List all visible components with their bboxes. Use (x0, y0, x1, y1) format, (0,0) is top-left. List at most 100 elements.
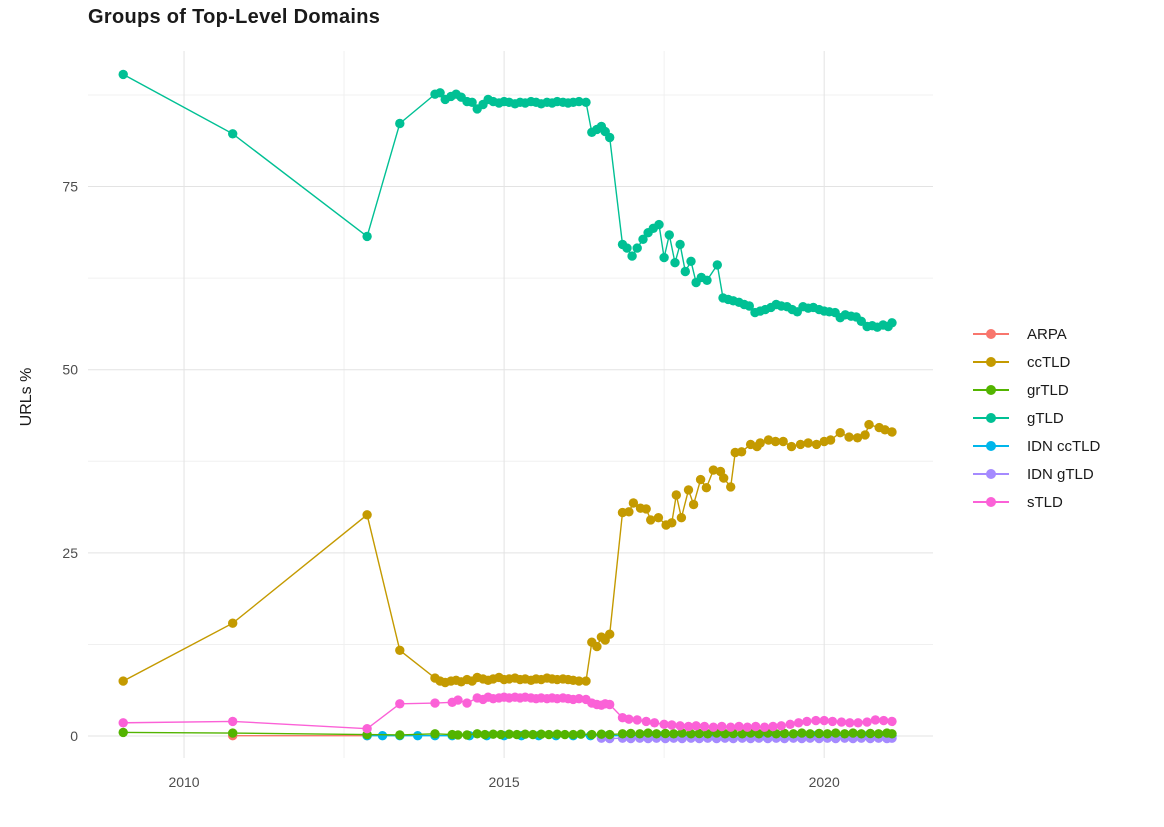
data-point (720, 729, 730, 739)
data-point (726, 482, 736, 492)
data-point (581, 676, 591, 686)
data-point (118, 676, 128, 686)
data-point (836, 717, 847, 727)
data-point (873, 729, 884, 739)
data-point (845, 718, 855, 728)
data-point (677, 728, 687, 738)
data-point (617, 729, 628, 739)
data-point (795, 439, 806, 450)
data-point (651, 729, 662, 739)
legend: ARPA ccTLD grTLD gTLD IDN ccTLD IDN gTLD sTLD (972, 320, 1100, 516)
data-point (430, 698, 440, 708)
data-point (638, 234, 648, 244)
data-point (708, 465, 719, 475)
legend-item-stld: sTLD (972, 488, 1100, 516)
data-point (632, 243, 642, 253)
data-point (228, 716, 238, 727)
legend-item-idn-gtld: IDN gTLD (972, 460, 1100, 488)
data-point (504, 729, 514, 739)
data-point (560, 729, 570, 740)
data-point (512, 729, 522, 740)
data-point (865, 728, 875, 739)
data-point (520, 729, 530, 739)
data-point (776, 721, 786, 731)
data-point (848, 728, 858, 738)
data-point (467, 97, 477, 108)
data-point (805, 729, 815, 739)
data-point (712, 260, 722, 270)
data-point (592, 641, 602, 652)
x-tick-label: 2010 (168, 774, 199, 790)
legend-key-icon (973, 329, 1009, 339)
legend-key-icon (973, 357, 1009, 367)
data-point (624, 507, 634, 517)
data-point (627, 251, 637, 261)
y-tick-label: 50 (62, 362, 78, 378)
legend-label: gTLD (1027, 409, 1064, 427)
legend-key-icon (973, 413, 1009, 423)
data-point (852, 433, 863, 443)
legend-key-point (986, 469, 996, 479)
data-point (726, 722, 736, 732)
legend-key-icon (973, 385, 1009, 395)
legend-key-icon (973, 497, 1009, 507)
data-point (785, 719, 795, 729)
data-point (377, 731, 388, 741)
data-point (759, 722, 770, 732)
data-point (694, 728, 704, 739)
data-point (793, 718, 804, 728)
series-gtld (118, 69, 897, 332)
y-tick-label: 25 (62, 545, 78, 561)
data-point (887, 716, 897, 727)
data-point (676, 513, 687, 523)
legend-label: ccTLD (1027, 353, 1071, 371)
data-point (671, 490, 681, 500)
data-point (462, 698, 472, 708)
data-point (667, 518, 677, 528)
data-point (462, 730, 472, 740)
data-point (887, 729, 897, 739)
legend-key-point (986, 441, 996, 451)
data-point (860, 430, 870, 440)
data-point (702, 275, 712, 285)
data-point (856, 729, 866, 739)
data-point (779, 728, 790, 739)
data-point (362, 510, 372, 520)
data-point (605, 132, 615, 143)
legend-key-icon (973, 441, 1009, 451)
data-point (754, 729, 764, 739)
legend-key-point (986, 497, 996, 507)
data-point (803, 438, 813, 448)
data-point (605, 699, 615, 710)
series-stld (118, 692, 897, 734)
data-point (659, 252, 669, 263)
data-point (669, 729, 679, 739)
data-point (622, 243, 632, 253)
data-point (362, 231, 372, 242)
data-point (719, 473, 729, 483)
data-point (840, 729, 850, 739)
data-point (686, 729, 696, 739)
data-point (635, 729, 645, 739)
data-point (118, 69, 128, 80)
data-point (703, 729, 713, 739)
data-point (552, 729, 562, 739)
data-point (802, 716, 812, 727)
series-cctld (118, 419, 897, 688)
legend-item-idn-cctld: IDN ccTLD (972, 432, 1100, 460)
data-point (395, 730, 405, 740)
legend-label: ARPA (1027, 325, 1067, 343)
legend-item-cctld: ccTLD (972, 348, 1100, 376)
x-tick-label: 2020 (809, 774, 840, 790)
data-point (435, 88, 445, 98)
data-point (605, 629, 615, 639)
data-point (680, 266, 690, 277)
data-point (778, 436, 788, 447)
chart-title: Groups of Top-Level Domains (88, 6, 381, 28)
series-arpa (228, 731, 372, 741)
data-point (624, 714, 634, 724)
data-point (788, 729, 799, 739)
data-point (695, 474, 706, 485)
data-point (675, 239, 685, 250)
